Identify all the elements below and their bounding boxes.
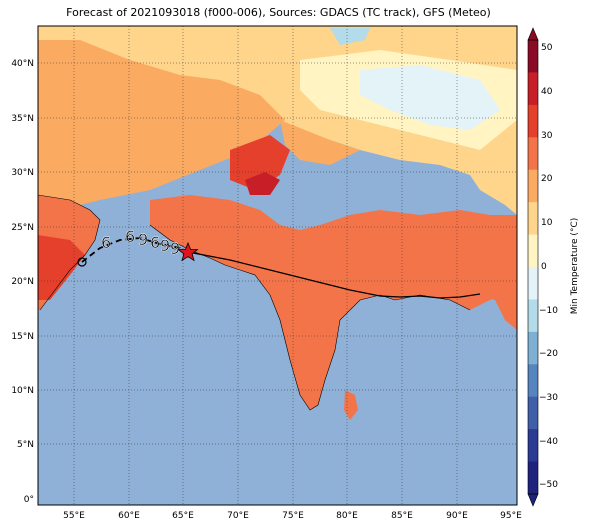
coastline (149, 224, 471, 411)
cyclone-icon: 6 (125, 227, 135, 246)
lat-tick: 20°N (11, 277, 34, 287)
land-myanmar (470, 215, 517, 330)
lon-tick: 65°E (172, 511, 194, 521)
map-title: Forecast of 2021093018 (f000-006), Sourc… (66, 6, 491, 19)
coastline-arabia (38, 194, 101, 311)
lon-tick: 55°E (63, 511, 85, 521)
map-frame (37, 25, 518, 506)
colorbar-swatch (528, 169, 538, 203)
past-track-line (81, 237, 189, 263)
land-tibet-cold2 (330, 28, 370, 45)
lon-tick: 85°E (391, 511, 413, 521)
colorbar-tick: 30 (541, 131, 553, 141)
gridlines (38, 26, 517, 505)
lat-tick: 15°N (11, 332, 34, 342)
colorbar-swatch (528, 202, 538, 236)
colorbar-tick: −10 (539, 306, 558, 316)
colorbar-swatch (528, 137, 538, 171)
lon-tick: 70°E (227, 511, 249, 521)
lon-tick: 80°E (336, 511, 358, 521)
colorbar-frame (527, 39, 539, 495)
colorbar-tick: −40 (539, 437, 558, 447)
colorbar-swatch (528, 331, 538, 365)
colorbar-swatches (527, 27, 539, 507)
colorbar-tick: −50 (539, 480, 558, 490)
colorbar-tick: 10 (541, 218, 553, 228)
lat-tick: 5°N (17, 440, 34, 450)
colorbar-tick: 50 (541, 43, 553, 53)
colorbar-tick: 0 (541, 262, 547, 272)
current-position-star-icon (177, 241, 199, 262)
colorbar-tick: −30 (539, 393, 558, 403)
lat-tick: 10°N (11, 386, 34, 396)
colorbar-swatch (528, 234, 538, 268)
colorbar-tick: −20 (539, 349, 558, 359)
forecast-track-line (187, 251, 481, 299)
land-india-hot2 (245, 172, 280, 195)
land-iran (38, 40, 285, 215)
colorbar-tick: 40 (541, 87, 553, 97)
lon-tick: 60°E (118, 511, 140, 521)
land-arabia-hot (38, 235, 85, 300)
land-tibet-cold (360, 65, 500, 130)
land-india-hot (230, 135, 290, 190)
colorbar-swatch (528, 461, 538, 495)
colorbar-tick: 20 (541, 174, 553, 184)
lon-tick: 75°E (282, 511, 304, 521)
cyclone-icon: 9 (170, 239, 180, 258)
colorbar-swatch (528, 72, 538, 106)
lat-tick: 35°N (11, 114, 34, 124)
lat-axis: 40°N 35°N 30°N 25°N 20°N 15°N 10°N 5°N 0… (11, 59, 34, 505)
colorbar-swatch (528, 429, 538, 463)
lat-tick: 40°N (11, 59, 34, 69)
track-end-circle (77, 257, 87, 267)
land-himalaya-foothills (280, 120, 360, 165)
colorbar-min-arrow (527, 493, 539, 507)
lon-axis: 55°E 60°E 65°E 70°E 75°E 80°E 85°E 90°E … (63, 511, 522, 521)
colorbar-ticks: 50 40 30 20 10 0 −10 −20 −30 −40 −50 (539, 43, 558, 490)
lat-tick: 0° (24, 495, 34, 505)
lon-tick: 95°E (500, 511, 522, 521)
lat-tick: 25°N (11, 223, 34, 233)
cyclone-icon: 6 (150, 233, 160, 252)
colorbar-swatch (528, 299, 538, 333)
colorbar-swatch (528, 267, 538, 300)
colorbar-swatch (528, 40, 538, 73)
colorbar-max-arrow (527, 27, 539, 41)
colorbar-swatch (528, 364, 538, 398)
colorbar-swatch (528, 396, 538, 430)
land-srilanka (344, 390, 358, 420)
cyclone-icon: 9 (138, 230, 148, 249)
cyclone-icon: 9 (160, 236, 170, 255)
lat-tick: 30°N (11, 168, 34, 178)
colorbar-label: Min Temperature (°C) (570, 218, 580, 315)
lon-tick: 90°E (446, 511, 468, 521)
colorbar-swatch (528, 104, 538, 138)
cyclone-icon: 6 (101, 233, 111, 252)
cyclone-symbols: 6 6 9 6 9 9 (101, 227, 181, 258)
land-india (150, 195, 517, 410)
